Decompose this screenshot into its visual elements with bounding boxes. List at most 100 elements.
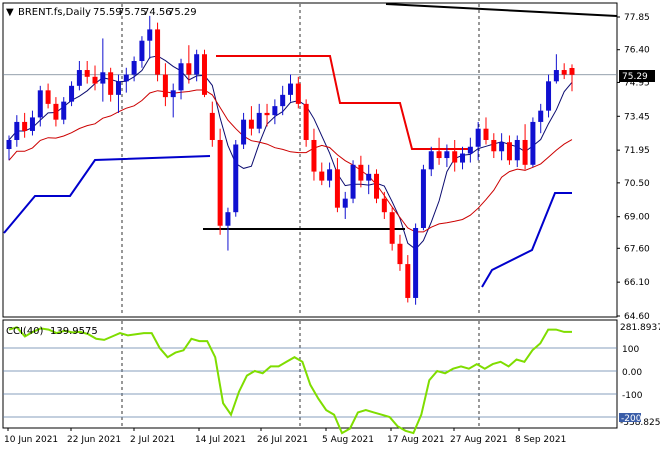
candle-body-2 <box>22 121 28 131</box>
symbol-label: BRENT.fs,Daily <box>18 7 91 18</box>
main-panel-frame <box>2 2 618 318</box>
cci-level-100: 100 <box>622 345 639 355</box>
candle-body-12 <box>100 72 106 84</box>
price-tick-label-0: 77.85 <box>624 13 650 23</box>
candle-body-36 <box>288 83 293 95</box>
candle-body-66 <box>522 139 528 165</box>
cci-level-0: 0.00 <box>622 368 642 378</box>
candle-body-49 <box>389 212 395 244</box>
cci-panel-frame <box>2 319 618 429</box>
candles <box>6 15 575 305</box>
candle-body-8 <box>69 85 75 102</box>
time-label-3: 14 Jul 2021 <box>195 435 246 445</box>
candle-body-17 <box>139 40 145 62</box>
long-term-trendline <box>385 3 618 17</box>
time-label-1: 22 Jun 2021 <box>67 435 121 445</box>
candle-body-70 <box>553 70 559 82</box>
candle-body-9 <box>76 70 82 86</box>
candle-body-67 <box>530 121 536 165</box>
candle-body-68 <box>538 110 544 122</box>
current-price-label: 75.29 <box>622 72 648 82</box>
support-channel-left <box>3 155 211 234</box>
candle-body-0 <box>6 139 12 150</box>
candle-body-50 <box>397 243 403 265</box>
candle-body-53 <box>420 169 426 228</box>
price-tick-label-9: 64.60 <box>624 312 650 322</box>
time-label-6: 17 Aug 2021 <box>387 435 445 445</box>
candle-body-37 <box>295 83 301 104</box>
candle-body-52 <box>413 227 419 298</box>
symbol-triangle-icon: ▼ <box>6 7 14 18</box>
candle-body-14 <box>115 81 121 95</box>
candle-body-23 <box>186 63 192 75</box>
candle-body-47 <box>374 173 380 199</box>
candle-body-72 <box>569 67 575 75</box>
candle-body-43 <box>342 198 348 208</box>
candle-body-13 <box>108 72 114 95</box>
candle-body-44 <box>350 164 356 199</box>
price-axis: 77.85 76.40 74.95 73.45 71.95 70.50 69.00 67.60… <box>617 13 650 322</box>
candle-body-20 <box>162 74 168 98</box>
candle-body-39 <box>311 139 317 172</box>
candle-body-10 <box>84 70 90 77</box>
candle-body-40 <box>319 171 325 181</box>
price-tick-label-7: 67.60 <box>624 244 650 254</box>
candle-body-35 <box>280 94 286 107</box>
support-channel-right <box>481 192 572 288</box>
price-tick-label-2: 74.95 <box>624 78 650 88</box>
candle-body-42 <box>334 169 340 208</box>
candle-body-6 <box>53 103 59 120</box>
candle-body-64 <box>506 142 512 161</box>
candle-body-38 <box>303 103 309 140</box>
candle-body-45 <box>358 164 364 181</box>
candle-body-69 <box>546 81 552 111</box>
candle-body-4 <box>37 90 43 118</box>
moving-average-slow <box>8 89 573 233</box>
candle-body-24 <box>194 54 200 75</box>
cci-levels <box>3 347 617 418</box>
candle-body-31 <box>248 119 254 129</box>
price-tick-label-1: 76.40 <box>624 46 650 56</box>
candle-body-57 <box>452 151 458 163</box>
candle-body-58 <box>460 153 466 163</box>
candle-body-22 <box>178 63 184 91</box>
candle-body-33 <box>264 112 270 116</box>
candle-body-34 <box>272 106 278 116</box>
candle-body-3 <box>29 117 35 131</box>
ohlc-close: 75.29 <box>168 7 197 18</box>
ohlc-high: 75.75 <box>118 7 147 18</box>
cci-axis-max: 281.8937 <box>620 323 660 333</box>
cci-line <box>8 326 572 435</box>
candle-body-11 <box>92 76 98 84</box>
price-tick-label-8: 66.10 <box>624 278 650 288</box>
price-tick-label-5: 70.50 <box>624 179 650 189</box>
time-axis: 10 Jun 2021 22 Jun 2021 2 Jul 2021 14 Jul 2… <box>4 428 566 445</box>
candle-body-63 <box>499 142 505 152</box>
time-label-5: 5 Aug 2021 <box>322 435 374 445</box>
candle-body-56 <box>444 151 450 159</box>
cci-level-minus200: -200 <box>621 414 642 424</box>
candle-body-60 <box>475 128 481 147</box>
candle-body-59 <box>467 146 473 154</box>
time-label-7: 27 Aug 2021 <box>450 435 508 445</box>
cci-level-minus200-box <box>619 413 641 422</box>
candle-body-61 <box>483 128 489 140</box>
candle-body-51 <box>405 264 411 298</box>
candle-body-16 <box>131 61 137 75</box>
candle-body-71 <box>561 70 567 75</box>
time-label-8: 8 Sep 2021 <box>515 435 566 445</box>
candle-body-65 <box>514 139 520 161</box>
candle-body-5 <box>45 90 51 104</box>
candle-body-28 <box>225 212 231 226</box>
candle-body-30 <box>241 119 247 145</box>
candle-body-1 <box>14 121 20 140</box>
candle-body-48 <box>381 198 387 213</box>
candle-body-25 <box>201 54 207 95</box>
current-price-box <box>619 70 655 82</box>
candle-body-19 <box>155 29 161 75</box>
cci-value: 139.9575 <box>50 326 98 337</box>
candle-body-54 <box>428 151 434 170</box>
time-label-2: 2 Jul 2021 <box>130 435 175 445</box>
